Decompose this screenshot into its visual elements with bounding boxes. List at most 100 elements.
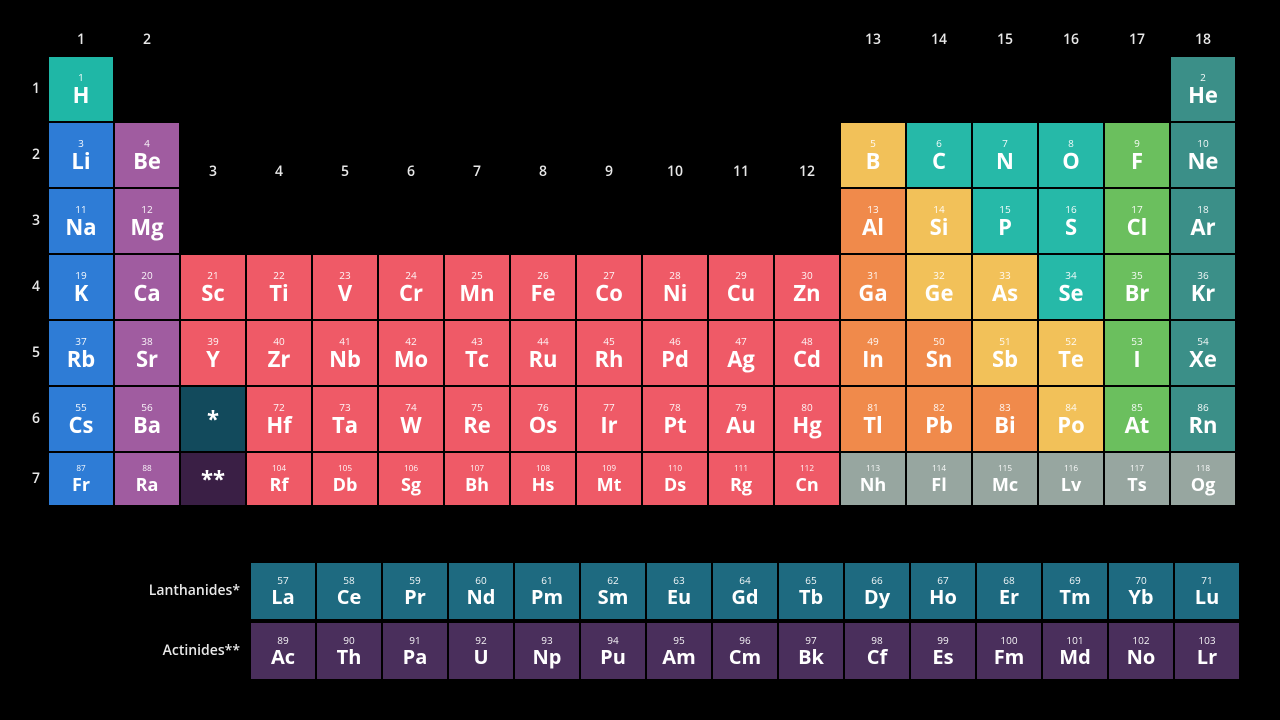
- element-sg: 106Sg: [378, 452, 444, 506]
- element-ta: 73Ta: [312, 386, 378, 452]
- element-ru: 44 Ru: [510, 320, 576, 386]
- element-symbol: At: [1125, 414, 1150, 436]
- atomic-number: 116: [1064, 464, 1078, 474]
- element-rh: 45Rh: [576, 320, 642, 386]
- element-cn: 112Cn: [774, 452, 840, 506]
- element-mn: 25Mn: [444, 254, 510, 320]
- group-label-12: 12: [774, 162, 840, 181]
- atomic-number: 75: [471, 402, 482, 412]
- atomic-number: 20: [141, 270, 152, 280]
- atomic-number: 87: [76, 464, 85, 474]
- element-symbol: Ts: [1127, 476, 1146, 494]
- atomic-number: 79: [735, 402, 746, 412]
- element-symbol: V: [338, 282, 352, 304]
- atomic-number: 24: [405, 270, 416, 280]
- element-er: 68Er: [976, 562, 1042, 620]
- element-tc: 43Tc: [444, 320, 510, 386]
- element-v: 23V: [312, 254, 378, 320]
- element-symbol: Si: [930, 216, 949, 238]
- element-symbol: Cs: [69, 414, 94, 436]
- element-symbol: Cl: [1127, 216, 1148, 238]
- group-label-10: 10: [642, 162, 708, 181]
- atomic-number: 86: [1197, 402, 1208, 412]
- atomic-number: 84: [1065, 402, 1076, 412]
- element-mt: 109Mt: [576, 452, 642, 506]
- group-label-2: 2: [114, 30, 180, 49]
- atomic-number: 41: [339, 336, 350, 346]
- period-label-7: 7: [6, 469, 40, 488]
- element-zr: 40Zr: [246, 320, 312, 386]
- period-label-3: 3: [6, 211, 40, 230]
- element-symbol: I: [1133, 348, 1140, 370]
- element-no: 102No: [1108, 622, 1174, 680]
- atomic-number: 11: [75, 204, 86, 214]
- element-ir: 77Ir: [576, 386, 642, 452]
- element-symbol: Tc: [465, 348, 489, 370]
- element-symbol: Nh: [860, 476, 887, 494]
- element-h: 1H: [48, 56, 114, 122]
- element-symbol: Y: [206, 348, 220, 370]
- element-in: 49In: [840, 320, 906, 386]
- element-bk: 97Bk: [778, 622, 844, 680]
- element-symbol: Zn: [793, 282, 820, 304]
- element-symbol: Fl: [931, 476, 946, 494]
- element-tb: 65Tb: [778, 562, 844, 620]
- atomic-number: 105: [338, 464, 352, 474]
- element-symbol: Os: [529, 414, 557, 436]
- atomic-number: 10: [1197, 138, 1208, 148]
- element-symbol: Tl: [863, 414, 882, 436]
- element-nb: 41Nb: [312, 320, 378, 386]
- element-symbol: Ge: [925, 282, 954, 304]
- element-symbol: Lv: [1061, 476, 1081, 494]
- element-sm: 62Sm: [580, 562, 646, 620]
- element-symbol: Ti: [269, 282, 288, 304]
- element-po: 84Po: [1038, 386, 1104, 452]
- atomic-number: 26: [537, 270, 548, 280]
- element-ag: 47Ag: [708, 320, 774, 386]
- atomic-number: 27: [603, 270, 614, 280]
- group-label-6: 6: [378, 162, 444, 181]
- element-bi: 83Bi: [972, 386, 1038, 452]
- element-xe: 54Xe: [1170, 320, 1236, 386]
- element-symbol: Sn: [926, 348, 953, 370]
- element-symbol: Rn: [1189, 414, 1218, 436]
- atomic-number: 34: [1065, 270, 1076, 280]
- group-label-8: 8: [510, 162, 576, 181]
- atomic-number: 44: [537, 336, 548, 346]
- element-hs: 108Hs: [510, 452, 576, 506]
- atomic-number: 19: [75, 270, 86, 280]
- element-symbol: Al: [862, 216, 884, 238]
- atomic-number: 55: [75, 402, 86, 412]
- atomic-number: 82: [933, 402, 944, 412]
- atomic-number: 73: [339, 402, 350, 412]
- element-symbol: Ru: [529, 348, 558, 370]
- element-cd: 48Cd: [774, 320, 840, 386]
- atomic-number: 8: [1068, 138, 1074, 148]
- atomic-number: 104: [272, 464, 286, 474]
- element-symbol: Ag: [727, 348, 755, 370]
- element-symbol: C: [932, 150, 946, 172]
- element-am: 95Am: [646, 622, 712, 680]
- atomic-number: 15: [999, 204, 1010, 214]
- element-symbol: O: [1062, 150, 1080, 172]
- atomic-number: 117: [1130, 464, 1144, 474]
- element-yb: 70Yb: [1108, 562, 1174, 620]
- atomic-number: 113: [866, 464, 880, 474]
- element-symbol: Na: [65, 216, 96, 238]
- element-fl: 114Fl: [906, 452, 972, 506]
- atomic-number: 33: [999, 270, 1010, 280]
- atomic-number: 39: [207, 336, 218, 346]
- element-symbol: Pd: [661, 348, 689, 370]
- group-label-14: 14: [906, 30, 972, 49]
- element-symbol: Rb: [67, 348, 95, 370]
- atomic-number: 72: [273, 402, 284, 412]
- element-symbol: Db: [333, 476, 358, 494]
- element-y: 39 Y: [180, 320, 246, 386]
- group-label-15: 15: [972, 30, 1038, 49]
- element-pu: 94Pu: [580, 622, 646, 680]
- element-np: 93Np: [514, 622, 580, 680]
- element-nd: 60Nd: [448, 562, 514, 620]
- element-cu: 29Cu: [708, 254, 774, 320]
- atomic-number: 85: [1131, 402, 1142, 412]
- element-symbol: Hf: [266, 414, 291, 436]
